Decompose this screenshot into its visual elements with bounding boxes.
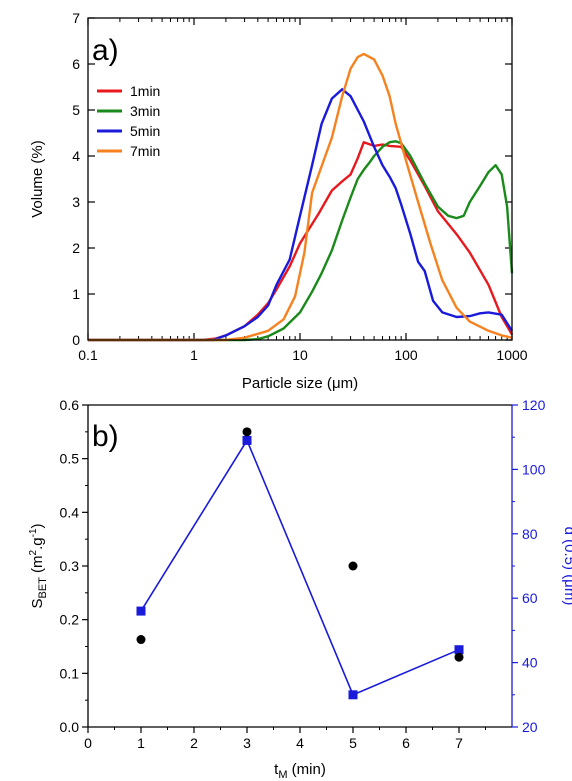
- point-d05: [454, 645, 464, 655]
- panel-b-y2-tick-label: 40: [522, 655, 538, 671]
- panel-b-series: [136, 427, 464, 700]
- panel-b-sbet-and-d05: 0 1 2 3 4 5 6 7 0.0 0.1 0.2 0.3 0.4 0.5 0.6 20 40 60 80 100…: [28, 397, 572, 781]
- panel-b-y2-tick-label: 120: [522, 397, 546, 413]
- panel-a-y-tick-label: 2: [72, 240, 80, 256]
- panel-b-y-axis-title: SBET (m2.g-1): [28, 523, 49, 608]
- panel-b-y2-axis-title: d (0.5) (μm): [561, 527, 572, 606]
- panel-b-y-tick-label: 0.2: [60, 612, 80, 628]
- panel-b-y-tick-label: 0.5: [60, 451, 80, 467]
- panel-b-x-tick-label: 2: [190, 735, 198, 751]
- panel-b-x-tick-label: 7: [455, 735, 463, 751]
- panel-b-x-tick-label: 0: [84, 735, 92, 751]
- panel-b-x-tick-label: 3: [243, 735, 251, 751]
- panel-a-x-tick-label: 0.1: [78, 347, 98, 363]
- point-d05: [348, 690, 358, 700]
- panel-b-y2-tick-label: 80: [522, 526, 538, 542]
- series-line-7min: [88, 52, 513, 342]
- panel-a-volume-distribution: 0.1 1 10 100 1000 0 1 2 3 4 5 6 7 a) 1min 3min 5min …: [29, 10, 528, 392]
- panel-a-x-tick-label: 10: [292, 347, 308, 363]
- panel-b-y-tick-label: 0.3: [60, 558, 80, 574]
- panel-b-y-tick-label: 0.0: [60, 719, 80, 735]
- panel-a-legend: 1min 3min 5min 7min: [97, 83, 160, 159]
- panel-a-x-tick-label: 1: [190, 347, 198, 363]
- panel-b-y2-tick-label: 60: [522, 590, 538, 606]
- panel-a-frame: [87, 17, 513, 341]
- panel-b-x-tick-label: 5: [349, 735, 357, 751]
- panel-a-x-tick-label: 100: [394, 347, 418, 363]
- panel-b-y-tick-label: 0.6: [60, 397, 80, 413]
- panel-a-y-tick-label: 7: [72, 10, 80, 26]
- legend-label-7min: 7min: [130, 143, 160, 159]
- point-sbet: [454, 652, 464, 662]
- point-sbet: [136, 635, 146, 645]
- legend-label-1min: 1min: [130, 83, 160, 99]
- panel-a-series: [88, 52, 514, 342]
- legend-label-3min: 3min: [130, 103, 160, 119]
- panel-b-y2-tick-label: 20: [522, 719, 538, 735]
- point-sbet: [242, 427, 252, 437]
- series-line-3min: [88, 140, 514, 342]
- series-line-5min: [88, 88, 514, 342]
- panel-b-y2-tick-label: 100: [522, 461, 546, 477]
- point-d05: [242, 435, 252, 445]
- panel-b-y-tick-label: 0.1: [60, 665, 80, 681]
- panel-b-x-tick-label: 6: [402, 735, 410, 751]
- point-sbet: [348, 561, 358, 571]
- point-d05: [136, 606, 146, 616]
- panel-a-x-axis-title: Particle size (μm): [242, 375, 358, 392]
- panel-a-y-tick-label: 1: [72, 286, 80, 302]
- series-line-d05: [140, 438, 460, 696]
- panel-a-y-tick-label: 0: [72, 332, 80, 348]
- panel-a-y-axis-title: Volume (%): [29, 140, 46, 218]
- panel-b-y-tick-label: 0.4: [60, 504, 80, 520]
- panel-a-x-tick-label: 1000: [496, 347, 527, 363]
- panel-a-y-tick-label: 6: [72, 56, 80, 72]
- panel-a-y-tick-label: 5: [72, 102, 80, 118]
- panel-b-x-tick-label: 1: [137, 735, 145, 751]
- panel-a-label: a): [92, 34, 119, 67]
- panel-a-y-tick-label: 4: [72, 148, 80, 164]
- panel-a-y-tick-label: 3: [72, 194, 80, 210]
- legend-label-5min: 5min: [130, 123, 160, 139]
- panel-b-x-axis-title: tM (min): [274, 761, 326, 781]
- panel-b-x-tick-label: 4: [296, 735, 304, 751]
- panel-b-label: b): [92, 420, 119, 453]
